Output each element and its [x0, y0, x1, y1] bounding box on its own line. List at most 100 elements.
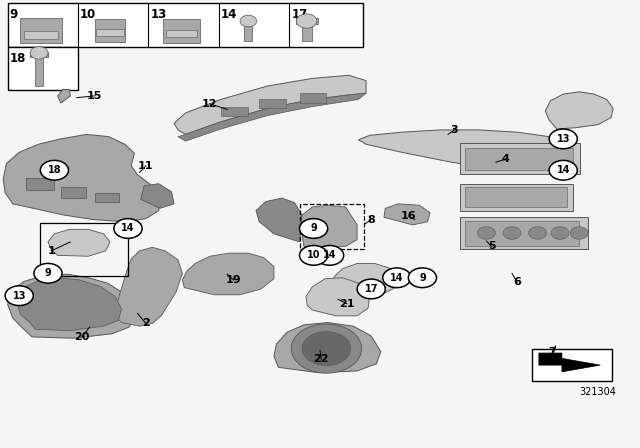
Bar	[460, 143, 580, 174]
Bar	[166, 30, 197, 37]
Text: 9: 9	[10, 8, 18, 21]
Bar	[302, 20, 312, 41]
Text: 14: 14	[390, 273, 404, 283]
Circle shape	[316, 246, 344, 265]
Polygon shape	[539, 353, 600, 372]
Circle shape	[34, 263, 62, 283]
Text: 10: 10	[307, 250, 321, 260]
Circle shape	[529, 227, 547, 239]
Bar	[465, 148, 573, 170]
Circle shape	[291, 324, 362, 373]
Circle shape	[302, 332, 351, 366]
Polygon shape	[48, 229, 110, 256]
Text: 14: 14	[121, 224, 135, 233]
Circle shape	[30, 47, 48, 59]
Bar	[460, 184, 573, 211]
Circle shape	[240, 15, 257, 27]
Text: 19: 19	[226, 275, 241, 285]
Circle shape	[357, 279, 385, 299]
Polygon shape	[174, 75, 366, 134]
Polygon shape	[8, 274, 134, 338]
Text: 21: 21	[339, 299, 355, 309]
Circle shape	[40, 160, 68, 180]
Bar	[35, 54, 43, 86]
Text: 5: 5	[488, 241, 495, 251]
Circle shape	[503, 227, 521, 239]
Bar	[61, 187, 86, 198]
Bar	[20, 18, 62, 43]
Polygon shape	[58, 90, 70, 103]
Circle shape	[551, 227, 569, 239]
Polygon shape	[274, 323, 381, 373]
Circle shape	[5, 286, 33, 306]
Bar	[95, 19, 125, 42]
Text: 14: 14	[323, 250, 337, 260]
Circle shape	[570, 227, 588, 239]
Text: 14: 14	[221, 8, 237, 21]
Bar	[244, 20, 252, 41]
Text: 12: 12	[202, 99, 218, 109]
Text: 20: 20	[74, 332, 90, 342]
Bar	[96, 29, 124, 36]
Polygon shape	[256, 198, 302, 242]
Text: 13: 13	[150, 8, 166, 21]
Bar	[221, 107, 248, 116]
Text: 13: 13	[12, 291, 26, 301]
Polygon shape	[182, 253, 274, 295]
Bar	[95, 193, 119, 202]
Text: 6: 6	[513, 277, 521, 287]
Bar	[26, 178, 54, 190]
Bar	[460, 217, 588, 249]
Text: 18: 18	[47, 165, 61, 175]
Polygon shape	[115, 247, 182, 326]
Polygon shape	[384, 204, 430, 225]
Bar	[8, 47, 78, 90]
Circle shape	[477, 227, 495, 239]
Bar	[296, 18, 318, 24]
Bar	[465, 187, 567, 207]
Text: 17: 17	[291, 8, 307, 21]
Bar	[300, 204, 364, 249]
Text: 15: 15	[87, 91, 102, 101]
Circle shape	[296, 14, 317, 28]
Text: 9: 9	[310, 224, 317, 233]
Bar	[259, 99, 286, 108]
Polygon shape	[178, 93, 366, 141]
Text: 22: 22	[314, 354, 329, 364]
Text: 9: 9	[419, 273, 426, 283]
Text: 3: 3	[451, 125, 458, 135]
Circle shape	[408, 268, 436, 288]
Bar	[465, 221, 579, 246]
Polygon shape	[301, 205, 357, 246]
Text: 18: 18	[10, 52, 26, 65]
Circle shape	[300, 246, 328, 265]
Polygon shape	[545, 92, 613, 129]
Circle shape	[549, 160, 577, 180]
Text: 4: 4	[502, 154, 509, 164]
Text: 9: 9	[45, 268, 51, 278]
Bar	[24, 31, 58, 39]
Text: 14: 14	[556, 165, 570, 175]
Circle shape	[114, 219, 142, 238]
Text: 321304: 321304	[579, 387, 616, 397]
Bar	[532, 349, 612, 381]
Bar	[8, 3, 363, 47]
Polygon shape	[306, 278, 370, 316]
Text: 10: 10	[80, 8, 96, 21]
Circle shape	[383, 268, 411, 288]
Text: 16: 16	[401, 211, 416, 221]
Text: 13: 13	[556, 134, 570, 144]
Text: 1: 1	[47, 246, 55, 256]
Polygon shape	[358, 130, 576, 172]
Bar	[40, 223, 128, 276]
Polygon shape	[141, 184, 174, 208]
Polygon shape	[3, 134, 160, 222]
Circle shape	[300, 219, 328, 238]
Text: 17: 17	[364, 284, 378, 294]
Bar	[300, 93, 326, 103]
Text: 11: 11	[138, 161, 154, 171]
Text: 8: 8	[367, 215, 375, 224]
Bar	[30, 52, 48, 57]
Circle shape	[549, 129, 577, 149]
Text: 7: 7	[548, 347, 556, 357]
